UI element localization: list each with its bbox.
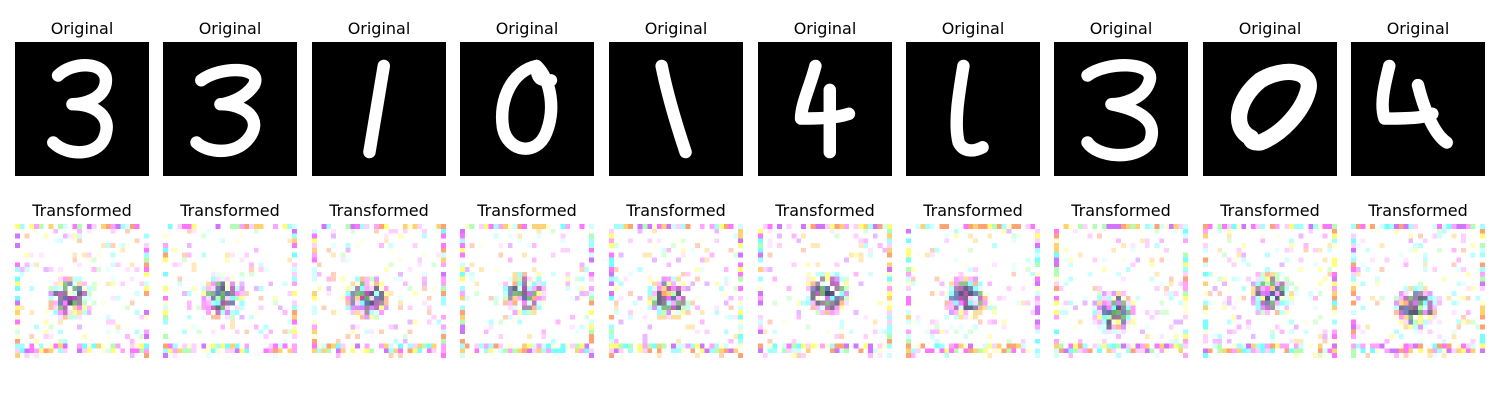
panel-title: Original bbox=[644, 19, 708, 38]
digit-1-stroke bbox=[363, 59, 391, 159]
transformed-image-3 bbox=[15, 224, 149, 358]
original-image-3 bbox=[15, 42, 149, 176]
original-panel: Original bbox=[602, 18, 750, 176]
panel-title: Transformed bbox=[32, 201, 132, 220]
original-panel: Original bbox=[899, 18, 1047, 176]
transformed-image-3 bbox=[163, 224, 297, 358]
digit-3-stroke bbox=[1081, 59, 1158, 162]
original-image-0 bbox=[1203, 42, 1337, 176]
original-panel: Original bbox=[156, 18, 304, 176]
transformed-panel: Transformed bbox=[1344, 200, 1492, 358]
digit-1-stroke bbox=[655, 59, 692, 159]
panel-title: Transformed bbox=[180, 201, 280, 220]
original-image-0 bbox=[460, 42, 594, 176]
original-panel: Original bbox=[8, 18, 156, 176]
panel-title: Transformed bbox=[1071, 201, 1171, 220]
original-image-1 bbox=[906, 42, 1040, 176]
panel-title: Transformed bbox=[626, 201, 726, 220]
transformed-panel: Transformed bbox=[899, 200, 1047, 358]
original-panel: Original bbox=[1344, 18, 1492, 176]
original-panel: Original bbox=[453, 18, 601, 176]
digit-3-stroke bbox=[47, 59, 113, 159]
panel-title: Original bbox=[941, 19, 1005, 38]
panel-title: Original bbox=[1238, 19, 1302, 38]
digit-1-stroke bbox=[950, 59, 989, 157]
transformed-image-4 bbox=[758, 224, 892, 358]
transformed-panel: Transformed bbox=[1047, 200, 1195, 358]
transformed-panel: Transformed bbox=[8, 200, 156, 358]
original-image-3 bbox=[1054, 42, 1188, 176]
panel-title: Original bbox=[1386, 19, 1450, 38]
panel-title: Original bbox=[50, 19, 114, 38]
original-panel: Original bbox=[1196, 18, 1344, 176]
transformed-panel: Transformed bbox=[602, 200, 750, 358]
panel-title: Transformed bbox=[923, 201, 1023, 220]
original-panel: Original bbox=[751, 18, 899, 176]
panel-title: Transformed bbox=[329, 201, 429, 220]
panel-title: Original bbox=[495, 19, 559, 38]
transformed-image-3 bbox=[1054, 224, 1188, 358]
transformed-panel: Transformed bbox=[751, 200, 899, 358]
panel-title: Original bbox=[198, 19, 262, 38]
panel-title: Original bbox=[793, 19, 857, 38]
original-image-3 bbox=[163, 42, 297, 176]
transformed-image-4 bbox=[1351, 224, 1485, 358]
digit-0-stroke bbox=[495, 59, 558, 155]
digit-3-stroke bbox=[190, 63, 262, 157]
original-image-1 bbox=[312, 42, 446, 176]
panel-title: Original bbox=[1089, 19, 1153, 38]
original-image-1 bbox=[609, 42, 743, 176]
transformed-image-0 bbox=[1203, 224, 1337, 358]
transformed-panel: Transformed bbox=[156, 200, 304, 358]
panel-title: Transformed bbox=[1368, 201, 1468, 220]
transformed-panel: Transformed bbox=[453, 200, 601, 358]
panel-title: Transformed bbox=[775, 201, 875, 220]
original-panel: Original bbox=[1047, 18, 1195, 176]
transformed-image-0 bbox=[460, 224, 594, 358]
original-panel: Original bbox=[305, 18, 453, 176]
transformed-panel: Transformed bbox=[1196, 200, 1344, 358]
original-image-4 bbox=[1351, 42, 1485, 176]
digit-4-stroke bbox=[794, 59, 856, 159]
transformed-image-1 bbox=[609, 224, 743, 358]
panel-title: Transformed bbox=[1220, 201, 1320, 220]
transformed-image-1 bbox=[312, 224, 446, 358]
digit-4-stroke bbox=[1376, 59, 1453, 149]
digit-0-stroke bbox=[1230, 63, 1317, 151]
original-image-4 bbox=[758, 42, 892, 176]
panel-title: Transformed bbox=[477, 201, 577, 220]
transformed-image-1 bbox=[906, 224, 1040, 358]
panel-title: Original bbox=[347, 19, 411, 38]
transformed-panel: Transformed bbox=[305, 200, 453, 358]
